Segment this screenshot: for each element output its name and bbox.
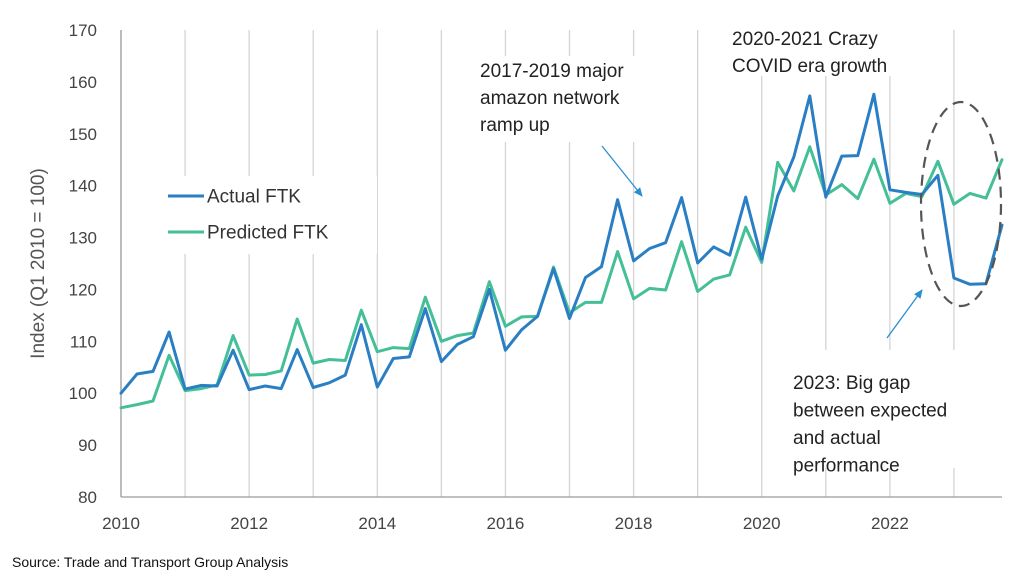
annotation-text: and actual: [793, 428, 881, 449]
y-tick-label: 90: [78, 436, 97, 455]
y-tick-label: 150: [69, 125, 97, 144]
source-note: Source: Trade and Transport Group Analys…: [12, 554, 289, 570]
x-tick-label: 2014: [358, 514, 396, 533]
y-axis-label: Index (Q1 2010 = 100): [28, 168, 49, 359]
annotation-arrow: [601, 145, 643, 197]
x-tick-label: 2016: [487, 514, 525, 533]
legend-label: Actual FTK: [207, 187, 301, 208]
x-tick-label: 2012: [230, 514, 268, 533]
y-tick-label: 120: [69, 280, 97, 299]
annotation-text: between expected: [793, 401, 947, 422]
annotation-box: [728, 20, 914, 76]
x-tick-labels: 2010 2012 2014 2016 2018 2020 2022: [102, 514, 909, 533]
annotation-text: COVID era growth: [732, 56, 887, 77]
y-tick-label: 80: [78, 488, 97, 507]
x-tick-label: 2010: [102, 514, 140, 533]
annotation-box: [789, 350, 975, 468]
x-tick-label: 2022: [871, 514, 909, 533]
y-tick-label: 100: [69, 384, 97, 403]
annotations: 2017-2019 major amazon network ramp up 2020…: [476, 20, 1003, 477]
annotation-text: performance: [793, 456, 900, 477]
y-tick-label: 160: [69, 73, 97, 92]
axes: [120, 30, 1002, 498]
annotation-text: 2020-2021 Crazy: [732, 29, 878, 50]
y-tick-label: 170: [69, 21, 97, 40]
annotation-text: amazon network: [480, 88, 620, 109]
y-tick-label: 110: [70, 332, 97, 351]
legend-label: Predicted FTK: [207, 223, 329, 244]
series-lines: [119, 92, 1004, 410]
x-tick-label: 2020: [743, 514, 781, 533]
annotation-text: ramp up: [480, 115, 550, 136]
y-tick-label: 130: [69, 229, 97, 248]
annotation-box: [476, 56, 660, 142]
annotation-arrow: [886, 289, 923, 339]
x-tick-label: 2018: [615, 514, 653, 533]
legend-box: [165, 176, 377, 254]
series-line-actual-ftk: [119, 92, 1004, 395]
legend: Actual FTK Predicted FTK: [165, 176, 377, 254]
highlight-ellipse: [919, 100, 1003, 308]
annotation-text: 2017-2019 major: [480, 61, 624, 82]
y-tick-label: 140: [69, 177, 97, 196]
y-tick-labels: 80 90 100 110 120 130 140 150 160 170: [69, 21, 97, 507]
annotation-text: 2023: Big gap: [793, 373, 910, 394]
